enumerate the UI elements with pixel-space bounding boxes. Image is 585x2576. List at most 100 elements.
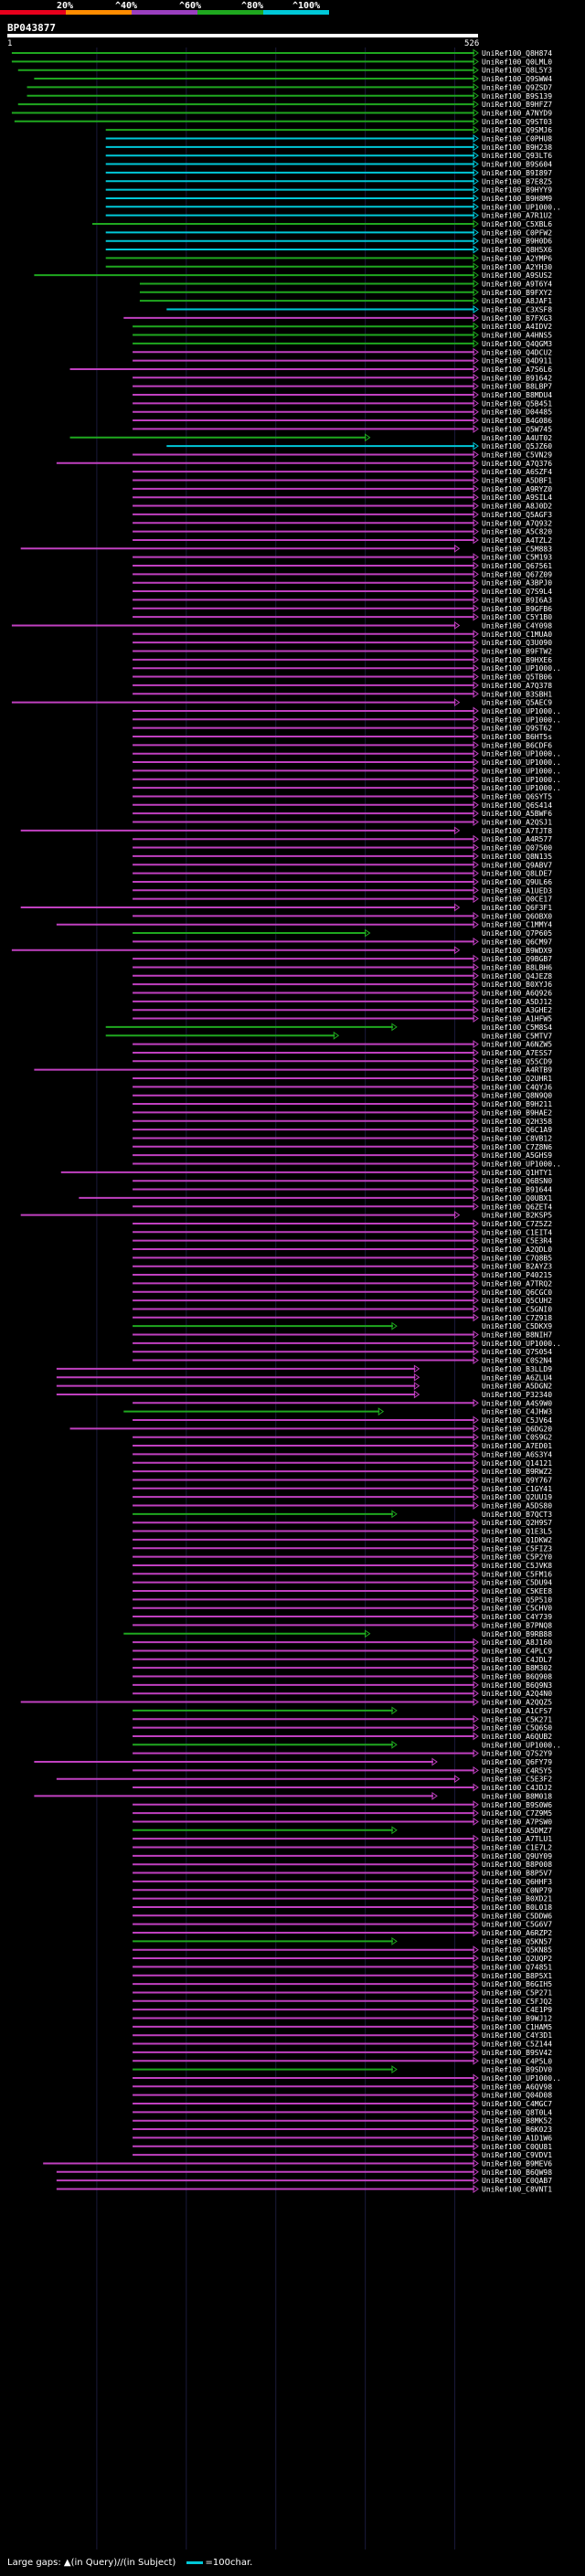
hit-label[interactable]: UniRef100_B8M018 <box>482 1792 552 1800</box>
hit-label[interactable]: UniRef100_Q4QGM3 <box>482 340 552 348</box>
hit-label[interactable]: UniRef100_C1HAM5 <box>482 2023 552 2031</box>
hit-label[interactable]: UniRef100_C4E1P9 <box>482 2006 552 2014</box>
hit-label[interactable]: UniRef100_A4IDV2 <box>482 323 552 331</box>
hit-label[interactable]: UniRef100_Q6CGC0 <box>482 1288 552 1297</box>
hit-label[interactable]: UniRef100_UP1000.. <box>482 203 561 211</box>
hit-label[interactable]: UniRef100_A9T6Y4 <box>482 280 552 288</box>
hit-label[interactable]: UniRef100_Q7S2Y9 <box>482 1750 552 1758</box>
hit-label[interactable]: UniRef100_A4S9W0 <box>482 1399 552 1407</box>
hit-label[interactable]: UniRef100_Q5AGF3 <box>482 511 552 519</box>
hit-label[interactable]: UniRef100_B8LBP7 <box>482 383 552 391</box>
hit-label[interactable]: UniRef100_Q7P605 <box>482 929 552 938</box>
hit-label[interactable]: UniRef100_C4Y739 <box>482 1613 552 1621</box>
hit-label[interactable]: UniRef100_UP1000.. <box>482 767 561 775</box>
hit-label[interactable]: UniRef100_Q6SYT5 <box>482 792 552 800</box>
hit-label[interactable]: UniRef100_C0PFW2 <box>482 228 552 237</box>
hit-label[interactable]: UniRef100_B9H238 <box>482 143 552 152</box>
hit-label[interactable]: UniRef100_Q8H5X6 <box>482 246 552 254</box>
hit-label[interactable]: UniRef100_B91642 <box>482 374 552 382</box>
hit-label[interactable]: UniRef100_Q9UY09 <box>482 1852 552 1860</box>
hit-label[interactable]: UniRef100_Q0UBX1 <box>482 1194 552 1203</box>
hit-label[interactable]: UniRef100_C5M193 <box>482 554 552 562</box>
hit-label[interactable]: UniRef100_C1GY41 <box>482 1485 552 1493</box>
hit-label[interactable]: UniRef100_C5E3R4 <box>482 1237 552 1246</box>
hit-label[interactable]: UniRef100_C1E7L2 <box>482 1844 552 1852</box>
hit-label[interactable]: UniRef100_C0QU81 <box>482 2143 552 2151</box>
hit-label[interactable]: UniRef100_Q6ZET4 <box>482 1203 552 1211</box>
hit-label[interactable]: UniRef100_B9FXY2 <box>482 289 552 297</box>
hit-label[interactable]: UniRef100_A4RTB9 <box>482 1066 552 1075</box>
hit-label[interactable]: UniRef100_A5DGN2 <box>482 1383 552 1391</box>
hit-label[interactable]: UniRef100_C8VNT1 <box>482 2186 552 2194</box>
hit-label[interactable]: UniRef100_Q93LT6 <box>482 152 552 160</box>
hit-label[interactable]: UniRef100_A8J0D2 <box>482 503 552 511</box>
hit-label[interactable]: UniRef100_A5GHS9 <box>482 1151 552 1160</box>
hit-label[interactable]: UniRef100_Q6DG20 <box>482 1425 552 1433</box>
hit-label[interactable]: UniRef100_A1CFS7 <box>482 1707 552 1715</box>
hit-label[interactable]: UniRef100_Q04D08 <box>482 2092 552 2100</box>
hit-label[interactable]: UniRef100_B8M302 <box>482 1664 552 1672</box>
hit-label[interactable]: UniRef100_B9I6A3 <box>482 596 552 604</box>
hit-label[interactable]: UniRef100_C5Y1B0 <box>482 613 552 621</box>
hit-label[interactable]: UniRef100_Q7S054 <box>482 1348 552 1356</box>
hit-label[interactable]: UniRef100_B2AYZ3 <box>482 1263 552 1271</box>
hit-label[interactable]: UniRef100_B9RB88 <box>482 1630 552 1638</box>
hit-label[interactable]: UniRef100_A2QSJ1 <box>482 819 552 827</box>
hit-label[interactable]: UniRef100_A1HFW5 <box>482 1015 552 1023</box>
hit-label[interactable]: UniRef100_B3SBH1 <box>482 690 552 698</box>
hit-label[interactable]: UniRef100_C0QAB7 <box>482 2177 552 2185</box>
hit-label[interactable]: UniRef100_B9FTW2 <box>482 648 552 656</box>
hit-label[interactable]: UniRef100_B8P5X1 <box>482 1972 552 1980</box>
hit-label[interactable]: UniRef100_B9HFZ7 <box>482 101 552 109</box>
hit-label[interactable]: UniRef100_B8MDU4 <box>482 391 552 399</box>
hit-label[interactable]: UniRef100_C5JV64 <box>482 1416 552 1425</box>
hit-label[interactable]: UniRef100_C4P5L0 <box>482 2057 552 2065</box>
hit-label[interactable]: UniRef100_B9GFB6 <box>482 605 552 613</box>
hit-label[interactable]: UniRef100_Q8LDE7 <box>482 870 552 878</box>
hit-label[interactable]: UniRef100_B6K023 <box>482 2125 552 2134</box>
hit-label[interactable]: UniRef100_Q1HTY1 <box>482 1169 552 1177</box>
hit-label[interactable]: UniRef100_Q07500 <box>482 844 552 853</box>
hit-label[interactable]: UniRef100_Q2UQP2 <box>482 1955 552 1963</box>
hit-label[interactable]: UniRef100_Q6FY79 <box>482 1758 552 1766</box>
hit-label[interactable]: UniRef100_A6SZF4 <box>482 468 552 476</box>
hit-label[interactable]: UniRef100_B9HAE2 <box>482 1108 552 1117</box>
hit-label[interactable]: UniRef100_Q6HHF3 <box>482 1878 552 1886</box>
hit-label[interactable]: UniRef100_Q8T0L4 <box>482 2108 552 2116</box>
hit-label[interactable]: UniRef100_UP1000.. <box>482 2074 561 2083</box>
hit-label[interactable]: UniRef100_B7E8Z5 <box>482 177 552 186</box>
hit-label[interactable]: UniRef100_UP1000.. <box>482 776 561 784</box>
hit-label[interactable]: UniRef100_C0S9G2 <box>482 1434 552 1442</box>
hit-label[interactable]: UniRef100_Q6BSN0 <box>482 1177 552 1185</box>
hit-label[interactable]: UniRef100_Q1E3L5 <box>482 1528 552 1536</box>
hit-label[interactable]: UniRef100_C4JHW3 <box>482 1408 552 1416</box>
hit-label[interactable]: UniRef100_C5FJQ2 <box>482 1998 552 2006</box>
hit-label[interactable]: UniRef100_C4MGC7 <box>482 2100 552 2108</box>
hit-label[interactable]: UniRef100_B9S0W6 <box>482 1801 552 1809</box>
hit-label[interactable]: UniRef100_Q5CUH2 <box>482 1297 552 1305</box>
hit-label[interactable]: UniRef100_Q7S9L4 <box>482 588 552 596</box>
hit-label[interactable]: UniRef100_C5CHV0 <box>482 1605 552 1613</box>
hit-label[interactable]: UniRef100_C5MTV7 <box>482 1032 552 1040</box>
hit-label[interactable]: UniRef100_A1UED3 <box>482 886 552 895</box>
hit-label[interactable]: UniRef100_C5XBL6 <box>482 220 552 228</box>
hit-label[interactable]: UniRef100_B9MEV6 <box>482 2159 552 2168</box>
hit-label[interactable]: UniRef100_Q8N135 <box>482 853 552 861</box>
hit-label[interactable]: UniRef100_UP1000.. <box>482 716 561 724</box>
hit-label[interactable]: UniRef100_B9RWZ2 <box>482 1468 552 1476</box>
hit-label[interactable]: UniRef100_C9VDV1 <box>482 2151 552 2159</box>
hit-label[interactable]: UniRef100_Q6CM97 <box>482 938 552 946</box>
hit-label[interactable]: UniRef100_C5E3F2 <box>482 1776 552 1784</box>
hit-label[interactable]: UniRef100_Q8N9Q0 <box>482 1092 552 1100</box>
hit-label[interactable]: UniRef100_C3XSF8 <box>482 306 552 314</box>
hit-label[interactable]: UniRef100_Q6OBX0 <box>482 912 552 920</box>
hit-label[interactable]: UniRef100_Q5JZ60 <box>482 442 552 451</box>
hit-label[interactable]: UniRef100_C5KEE8 <box>482 1587 552 1595</box>
hit-label[interactable]: UniRef100_A2YMP6 <box>482 254 552 262</box>
hit-label[interactable]: UniRef100_A2Q4N0 <box>482 1690 552 1698</box>
hit-label[interactable]: UniRef100_B9H8M9 <box>482 195 552 203</box>
hit-label[interactable]: UniRef100_B7FXG3 <box>482 314 552 323</box>
hit-label[interactable]: UniRef100_Q5KN57 <box>482 1937 552 1945</box>
hit-label[interactable]: UniRef100_C4JDL7 <box>482 1656 552 1664</box>
hit-label[interactable]: UniRef100_A7Q376 <box>482 460 552 468</box>
